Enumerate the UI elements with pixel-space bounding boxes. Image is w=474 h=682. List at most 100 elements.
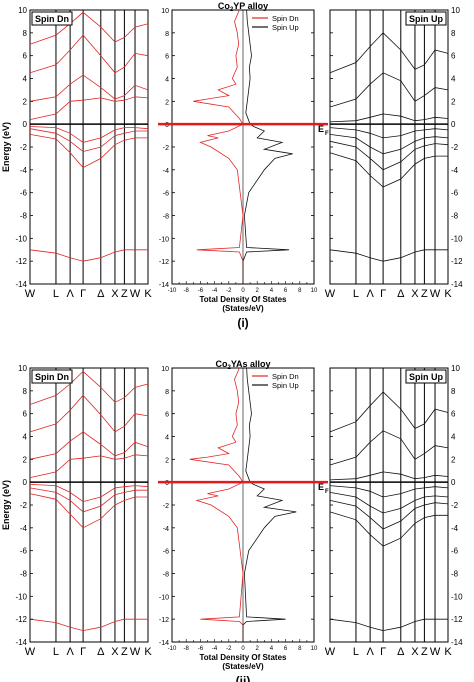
- y-tick-label: 6: [23, 52, 28, 61]
- k-point-label: Δ: [397, 646, 405, 658]
- band-line: [29, 431, 149, 460]
- spin-label: Spin Up: [409, 372, 443, 382]
- fermi-label: E: [318, 482, 324, 492]
- y-tick-label-right: 2: [451, 455, 456, 464]
- y-tick-label-right: 4: [451, 75, 456, 84]
- y-tick-label-right: 8: [451, 29, 456, 38]
- k-point-label: Γ: [380, 288, 386, 300]
- y-tick-label-right: -14: [451, 638, 463, 647]
- y-tick-label-right: -14: [451, 280, 463, 289]
- band-line: [29, 394, 149, 433]
- y-tick-label: -8: [20, 212, 28, 221]
- legend-label-spin-dn: Spin Dn: [272, 372, 299, 381]
- k-point-label: W: [25, 646, 36, 658]
- y-tick-label: -12: [15, 615, 27, 624]
- y-tick-label-right: 6: [451, 52, 456, 61]
- dos-y-tick-label: 6: [165, 54, 169, 61]
- y-tick-label-right: 2: [451, 97, 456, 106]
- y-tick-label-right: 8: [451, 387, 456, 396]
- k-point-label: W: [25, 288, 36, 300]
- dos-x-tick-label: -2: [226, 288, 232, 294]
- y-tick-label-right: -8: [451, 212, 459, 221]
- band-plot-frame: [329, 367, 449, 643]
- band-line: [29, 487, 148, 513]
- spin-label: Spin Dn: [35, 14, 69, 24]
- band-plot-frame: [29, 9, 149, 285]
- dos-y-tick-label: -4: [163, 526, 169, 533]
- dos-x-tick-label: 2: [256, 646, 260, 652]
- y-tick-label-right: -4: [451, 166, 459, 175]
- dos-x-tick-label: 10: [311, 288, 318, 294]
- dos-title-rest: YP alloy: [233, 1, 268, 11]
- dos-x-tick-label: -4: [212, 646, 218, 652]
- k-point-label: Λ: [366, 288, 374, 300]
- y-tick-label: 4: [23, 433, 28, 442]
- y-tick-label: 2: [23, 97, 28, 106]
- k-point-label: K: [144, 288, 152, 300]
- dos-y-tick-label: 4: [165, 435, 169, 442]
- dos-y-tick-label: 8: [165, 389, 169, 396]
- y-tick-label: -14: [15, 638, 27, 647]
- y-tick-label-right: 10: [451, 6, 460, 15]
- y-tick-label: -14: [15, 280, 27, 289]
- dos-y-tick-label: -14: [159, 282, 169, 289]
- dos-y-tick-label: 2: [165, 99, 169, 106]
- dos-y-tick-label: -8: [163, 214, 169, 221]
- y-axis-label: Energy (eV): [1, 480, 11, 530]
- k-point-label: W: [130, 288, 141, 300]
- band-plot-frame: [29, 367, 149, 643]
- dos-x-tick-label: -10: [168, 288, 177, 294]
- dos-plot: -14 -12 -10 -8 -6 -4 -2 0 2 4 6 8 10 -10 -8 -6 -4 -2 0 2 4 6 8…: [158, 1, 329, 313]
- dos-y-tick-label: 4: [165, 77, 169, 84]
- dos-y-tick-label: 10: [161, 8, 169, 15]
- y-tick-label: 4: [23, 75, 28, 84]
- y-tick-label: -4: [20, 166, 28, 175]
- k-point-label: Δ: [97, 646, 105, 658]
- spin-label: Spin Up: [409, 14, 443, 24]
- k-point-label: K: [144, 646, 152, 658]
- dos-y-tick-label: -6: [163, 549, 169, 556]
- dos-x-tick-label: -6: [198, 646, 204, 652]
- y-tick-label-right: -10: [451, 234, 463, 243]
- k-point-label: Λ: [66, 646, 74, 658]
- y-tick-label-right: -6: [451, 547, 459, 556]
- dos-x-tick-label: 8: [298, 288, 302, 294]
- k-point-label: L: [353, 288, 359, 300]
- y-tick-label: -6: [20, 547, 28, 556]
- band-line: [29, 370, 149, 405]
- dos-y-tick-label: 8: [165, 31, 169, 38]
- dos-x-tick-label: 4: [270, 288, 274, 294]
- k-point-label: L: [353, 646, 359, 658]
- dos-series-line: [189, 367, 244, 642]
- dos-x-label-units: (States/eV): [222, 304, 264, 313]
- y-tick-label: -6: [20, 189, 28, 198]
- dos-y-tick-label: -4: [163, 168, 169, 175]
- band-line: [329, 127, 449, 139]
- fermi-label: E: [318, 124, 324, 134]
- dos-y-tick-label: -2: [163, 145, 169, 152]
- y-tick-label-right: -10: [451, 592, 463, 601]
- fermi-label-subscript: F: [325, 489, 329, 495]
- k-point-label: X: [111, 288, 119, 300]
- k-point-label: L: [53, 646, 59, 658]
- dos-series-line: [242, 9, 293, 284]
- dos-x-tick-label: -6: [198, 288, 204, 294]
- k-point-label: W: [325, 288, 336, 300]
- band-line: [29, 126, 149, 143]
- band-line: [329, 249, 448, 262]
- k-point-label: X: [411, 288, 419, 300]
- dos-x-tick-label: 2: [256, 288, 260, 294]
- legend-label-spin-up: Spin Up: [272, 381, 299, 390]
- band-line: [29, 454, 149, 478]
- band-line: [29, 96, 149, 120]
- k-point-label: Λ: [366, 646, 374, 658]
- dos-x-tick-label: 6: [284, 646, 288, 652]
- k-point-label: X: [111, 646, 119, 658]
- band-line: [329, 485, 449, 498]
- band-line: [329, 152, 448, 188]
- dos-y-tick-label: -6: [163, 191, 169, 198]
- dos-x-tick-label: 6: [284, 288, 288, 294]
